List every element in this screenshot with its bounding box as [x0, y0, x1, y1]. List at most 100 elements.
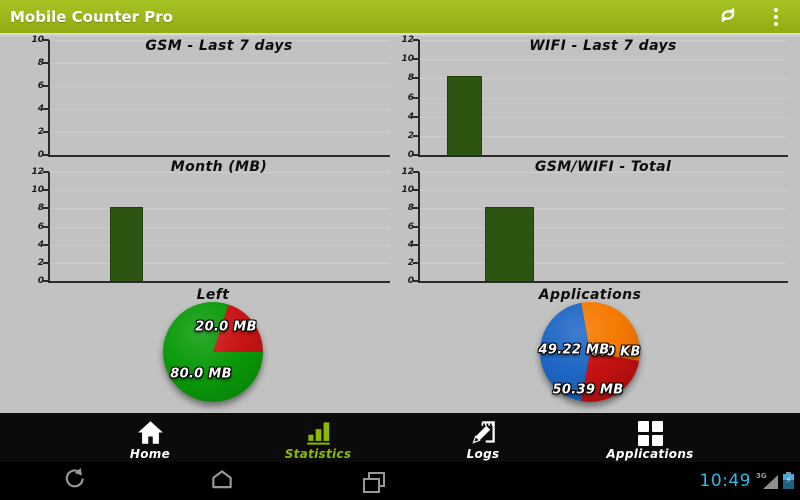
chart-plot-area: 0 2 4 6 8 10 12 — [401, 167, 788, 286]
tab-statistics[interactable]: Statistics — [253, 416, 383, 461]
chart-title: GSM/WIFI - Total — [534, 159, 672, 175]
action-bar: Mobile Counter Pro — [0, 0, 800, 33]
action-bar-actions — [704, 0, 800, 33]
y-tick-label: 8 — [407, 203, 414, 214]
app-title: Mobile Counter Pro — [10, 7, 173, 26]
clock: 10:49 — [699, 471, 751, 491]
y-tick-label: 12 — [401, 35, 414, 45]
data-bar — [484, 206, 535, 281]
y-tick-mark — [43, 261, 49, 264]
pie-slice-label: 80.0 MB — [170, 366, 232, 382]
y-tick-label: 10 — [401, 185, 414, 196]
pie-disc: 0.0 KB 50.39 MB 49.22 MB — [539, 302, 641, 402]
tab-logs[interactable]: Logs — [418, 416, 548, 461]
back-button[interactable] — [50, 466, 98, 496]
y-tick-label: 10 — [31, 35, 44, 45]
y-tick-label: 2 — [407, 257, 414, 268]
home-icon — [85, 416, 215, 446]
gridline — [420, 78, 788, 80]
actionbar-shadow — [0, 33, 800, 37]
y-tick-mark — [413, 171, 419, 173]
gridline — [420, 208, 788, 210]
bar-chart-icon — [253, 416, 383, 446]
y-tick-mark — [413, 134, 419, 137]
gridline — [50, 132, 390, 133]
y-tick-mark — [43, 280, 49, 282]
refresh-icon — [717, 4, 739, 30]
y-tick-mark — [43, 39, 49, 41]
gridline — [50, 262, 390, 264]
y-tick-mark — [413, 58, 419, 61]
gridline — [50, 40, 390, 41]
gridline — [50, 226, 390, 228]
chart-title: Month (MB) — [170, 159, 268, 175]
y-tick-label: 0 — [37, 276, 44, 286]
data-bar — [110, 206, 143, 281]
y-tick-mark — [413, 207, 419, 210]
pie-slice-label: 0.0 KB — [591, 344, 641, 360]
y-tick-label: 2 — [407, 130, 414, 141]
battery-charging-icon: ⚡ — [783, 472, 794, 489]
y-tick-mark — [413, 243, 419, 246]
gridline — [420, 97, 788, 99]
gridline — [420, 135, 788, 137]
signal-3g-icon: 3G — [756, 471, 778, 491]
tab-bar: Home Statistics — [0, 413, 800, 462]
y-tick-label: 0 — [407, 276, 414, 286]
y-tick-mark — [43, 131, 49, 133]
pie-chart-left: 20.0 MB 80.0 MB — [163, 302, 263, 402]
y-tick-mark — [413, 96, 419, 99]
y-tick-mark — [43, 207, 49, 210]
system-bar: 10:49 3G ⚡ — [0, 462, 800, 500]
chart-title: GSM - Last 7 days — [145, 38, 293, 54]
gridline — [420, 59, 788, 61]
y-tick-mark — [413, 77, 419, 80]
gridline — [420, 172, 788, 173]
overflow-menu-icon — [774, 7, 778, 26]
pie-slice-label: 20.0 MB — [195, 319, 257, 335]
y-tick-label: 8 — [37, 203, 44, 214]
refresh-button[interactable] — [704, 0, 752, 33]
y-tick-label: 0 — [407, 150, 414, 160]
recent-apps-button[interactable] — [347, 466, 395, 496]
gridline — [420, 262, 788, 264]
y-tick-label: 2 — [37, 257, 44, 268]
chart-plot-area: 0 2 4 6 8 10 12 — [401, 35, 788, 160]
gridline — [50, 109, 390, 110]
y-tick-mark — [43, 189, 49, 192]
y-tick-mark — [413, 154, 419, 156]
y-tick-label: 6 — [37, 221, 44, 232]
gridline — [50, 208, 390, 210]
tab-applications[interactable]: Applications — [585, 416, 715, 461]
y-tick-mark — [43, 243, 49, 246]
y-tick-label: 4 — [37, 239, 44, 250]
tab-home[interactable]: Home — [85, 416, 215, 461]
gridline — [50, 244, 390, 246]
y-tick-mark — [43, 108, 49, 110]
home-nav-icon — [208, 466, 236, 496]
gridline — [50, 172, 390, 173]
pie-title-applications: Applications — [538, 287, 642, 303]
y-tick-mark — [43, 225, 49, 228]
y-tick-mark — [43, 171, 49, 173]
y-tick-label: 4 — [37, 104, 44, 114]
gridline — [420, 190, 788, 192]
home-nav-button[interactable] — [198, 466, 246, 496]
y-tick-mark — [413, 39, 419, 41]
y-tick-label: 12 — [31, 167, 44, 177]
back-icon — [61, 466, 87, 496]
data-bar — [446, 76, 482, 155]
chart-wifi-last-7-days: WIFI - Last 7 days 0 2 4 6 8 10 12 — [401, 35, 788, 160]
chart-gsm-wifi-total: GSM/WIFI - Total 0 2 4 6 8 10 12 — [401, 159, 788, 286]
tab-label: Statistics — [284, 447, 352, 461]
pie-chart-applications: 0.0 KB 50.39 MB 49.22 MB — [539, 302, 641, 402]
overflow-menu-button[interactable] — [752, 0, 800, 33]
gridline — [420, 40, 788, 41]
pie-title-left: Left — [196, 287, 230, 303]
gridline — [50, 86, 390, 87]
gridline — [420, 244, 788, 246]
tab-label: Applications — [606, 447, 694, 461]
network-type-label: 3G — [756, 472, 767, 480]
status-cluster: 10:49 3G ⚡ — [699, 462, 794, 500]
